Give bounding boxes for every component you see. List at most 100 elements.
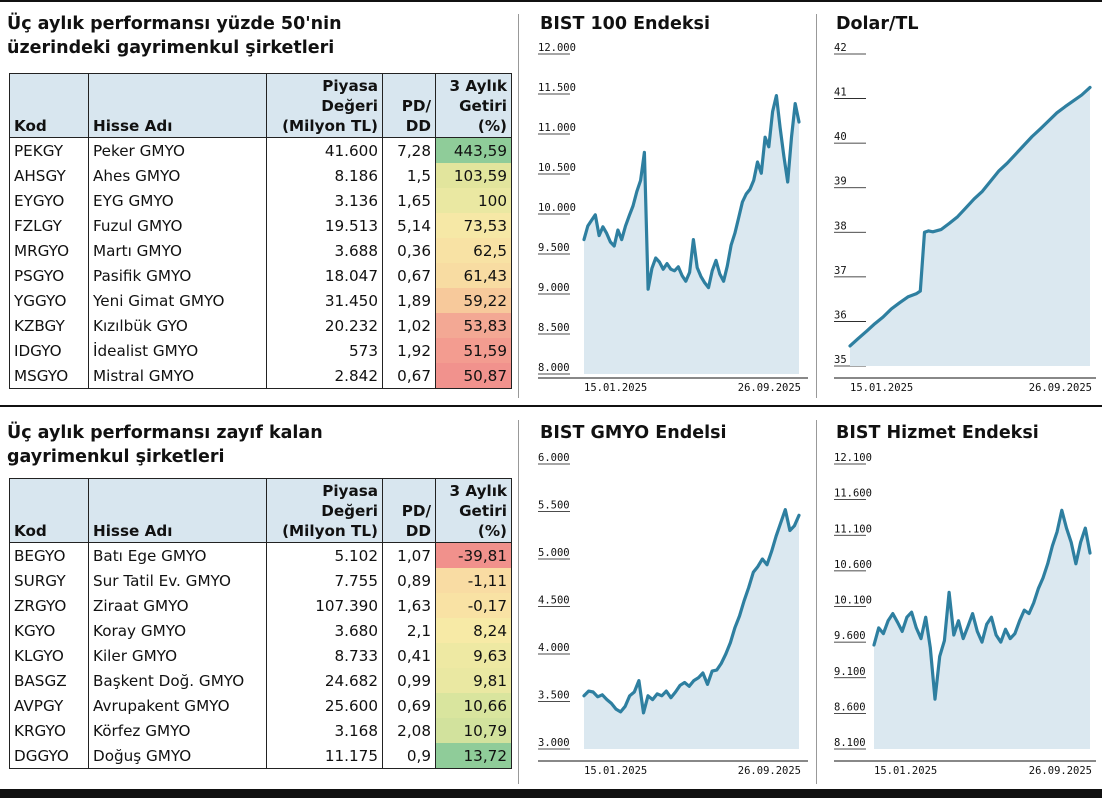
cell-kod: PSGYO [9,263,89,288]
cell-getiri: 13,72 [435,743,512,769]
cell-piyasa-degeri: 3.136 [266,188,383,213]
bottom-performance-table: Kod Hisse Adı Piyasa Değeri (Milyon TL) PD… [9,478,512,769]
cell-getiri: -1,11 [435,568,512,593]
header-hisse-adi: Hisse Adı [88,478,267,543]
table-row: KGYO Koray GMYO 3.680 2,1 8,24 [9,618,512,643]
cell-kod: SURGY [9,568,89,593]
chart-bist-hizmet: 12.100 11.600 11.100 10.600 10.100 9.600 9.100… [834,452,1096,777]
header-kod: Kod [9,478,89,543]
cell-kod: AVPGY [9,693,89,718]
cell-kod: BASGZ [9,668,89,693]
cell-getiri: 8,24 [435,618,512,643]
y-tick-label: 11.600 [834,488,872,500]
cell-kod: MRGYO [9,238,89,263]
header-pd-dd: PD/DD [382,478,436,543]
table-row: BEGYO Batı Ege GMYO 5.102 1,07 -39,81 [9,542,512,568]
cell-hisse-adi: Körfez GMYO [88,718,267,743]
cell-pd-dd: 0,89 [382,568,436,593]
y-tick-label: 8.000 [538,362,570,374]
cell-getiri: -39,81 [435,542,512,568]
y-tick-label: 11.100 [834,523,872,535]
cell-piyasa-degeri: 25.600 [266,693,383,718]
header-pd-dd: PD/DD [382,73,436,138]
cell-pd-dd: 1,65 [382,188,436,213]
cell-getiri: -0,17 [435,593,512,618]
chart-title-bist-gmyo: BIST GMYO Endelsi [540,423,727,443]
table-row: MSGYO Mistral GMYO 2.842 0,67 50,87 [9,363,512,389]
cell-hisse-adi: Sur Tatil Ev. GMYO [88,568,267,593]
cell-hisse-adi: Batı Ege GMYO [88,542,267,568]
area-fill [850,87,1090,367]
cell-hisse-adi: Koray GMYO [88,618,267,643]
y-tick-label: 35 [834,354,847,366]
cell-getiri: 9,63 [435,643,512,668]
cell-kod: KGYO [9,618,89,643]
table-row: YGGYO Yeni Gimat GMYO 31.450 1,89 59,22 [9,288,512,313]
separator-left [518,14,519,398]
cell-piyasa-degeri: 5.102 [266,542,383,568]
x-tick-label-start: 15.01.2025 [874,765,937,777]
cell-hisse-adi: Yeni Gimat GMYO [88,288,267,313]
cell-kod: ZRGYO [9,593,89,618]
cell-pd-dd: 0,9 [382,743,436,769]
cell-kod: MSGYO [9,363,89,389]
y-tick-label: 9.000 [538,282,570,294]
x-tick-label-start: 15.01.2025 [584,765,647,777]
top-section-title: Üç aylık performansı yüzde 50'nin üzerin… [7,14,342,58]
series-line [582,94,801,291]
table-row: BASGZ Başkent Doğ. GMYO 24.682 0,99 9,81 [9,668,512,693]
y-tick-label: 40 [834,131,847,143]
cell-getiri: 51,59 [435,338,512,363]
cell-piyasa-degeri: 3.168 [266,718,383,743]
cell-pd-dd: 5,14 [382,213,436,238]
area-fill [874,510,1090,749]
cell-getiri: 103,59 [435,163,512,188]
y-tick-label: 36 [834,309,847,321]
y-tick-label: 10.100 [834,595,872,607]
separator-right [816,14,817,398]
y-tick-label: 12.000 [538,42,576,54]
cell-piyasa-degeri: 24.682 [266,668,383,693]
cell-getiri: 9,81 [435,668,512,693]
cell-kod: YGGYO [9,288,89,313]
area-fill [584,95,799,374]
cell-kod: KZBGY [9,313,89,338]
header-piyasa-degeri: Piyasa Değeri (Milyon TL) [266,478,383,543]
cell-kod: KRGYO [9,718,89,743]
y-tick-label: 3.500 [538,690,570,702]
table-row: PEKGY Peker GMYO 41.600 7,28 443,59 [9,137,512,163]
cell-kod: KLGYO [9,643,89,668]
cell-pd-dd: 2,1 [382,618,436,643]
middle-rule [0,405,1102,407]
cell-pd-dd: 1,5 [382,163,436,188]
header-hisse-adi: Hisse Adı [88,73,267,138]
cell-pd-dd: 0,67 [382,263,436,288]
table-row: SURGY Sur Tatil Ev. GMYO 7.755 0,89 -1,11 [9,568,512,593]
cell-getiri: 59,22 [435,288,512,313]
y-tick-label: 8.100 [834,737,866,749]
y-tick-label: 8.500 [538,322,570,334]
cell-kod: FZLGY [9,213,89,238]
cell-piyasa-degeri: 107.390 [266,593,383,618]
x-tick-label-start: 15.01.2025 [850,382,913,394]
y-tick-label: 9.600 [834,630,866,642]
cell-getiri: 61,43 [435,263,512,288]
cell-piyasa-degeri: 2.842 [266,363,383,389]
cell-hisse-adi: Peker GMYO [88,137,267,163]
series-line [848,85,1092,348]
table-row: KRGYO Körfez GMYO 3.168 2,08 10,79 [9,718,512,743]
cell-hisse-adi: İdealist GMYO [88,338,267,363]
cell-piyasa-degeri: 7.755 [266,568,383,593]
cell-kod: EYGYO [9,188,89,213]
cell-pd-dd: 7,28 [382,137,436,163]
table-row: EYGYO EYG GMYO 3.136 1,65 100 [9,188,512,213]
cell-pd-dd: 0,67 [382,363,436,389]
y-tick-label: 6.000 [538,452,570,464]
cell-hisse-adi: EYG GMYO [88,188,267,213]
cell-hisse-adi: Ziraat GMYO [88,593,267,618]
cell-hisse-adi: Pasifik GMYO [88,263,267,288]
table-row: AHSGY Ahes GMYO 8.186 1,5 103,59 [9,163,512,188]
cell-kod: DGGYO [9,743,89,769]
cell-piyasa-degeri: 11.175 [266,743,383,769]
table-row: KLGYO Kiler GMYO 8.733 0,41 9,63 [9,643,512,668]
